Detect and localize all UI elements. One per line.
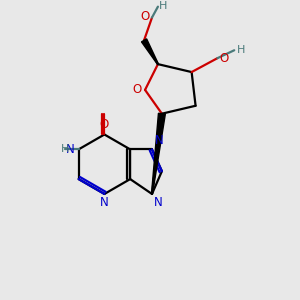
Text: N: N <box>155 134 164 147</box>
Polygon shape <box>142 39 158 64</box>
Polygon shape <box>152 113 165 194</box>
Text: H: H <box>237 45 246 55</box>
Text: N: N <box>154 196 163 209</box>
Text: O: O <box>141 10 150 23</box>
Text: H: H <box>159 1 167 11</box>
Text: N: N <box>66 143 75 156</box>
Text: N: N <box>100 196 109 209</box>
Text: O: O <box>100 118 109 130</box>
Text: H: H <box>61 144 69 154</box>
Text: O: O <box>133 83 142 96</box>
Text: O: O <box>219 52 229 65</box>
